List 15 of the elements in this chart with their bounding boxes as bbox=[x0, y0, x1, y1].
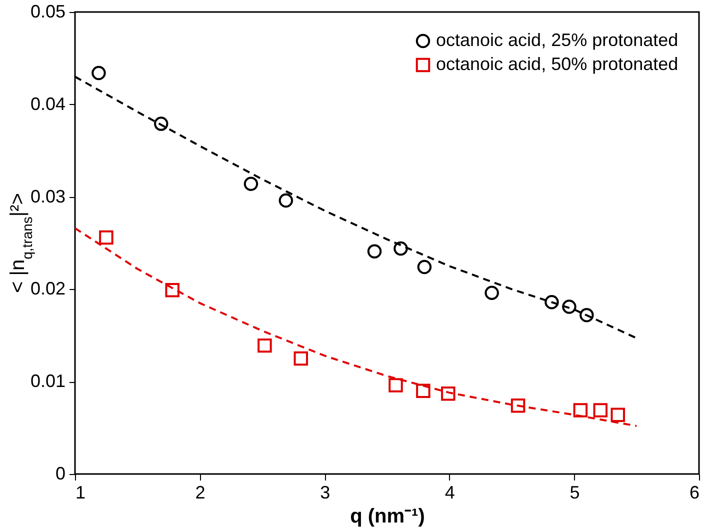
x-tick-label: 3 bbox=[320, 482, 330, 502]
line-series bbox=[75, 227, 638, 427]
x-tick-label: 1 bbox=[76, 482, 86, 502]
y-tick-label: 0.05 bbox=[30, 2, 66, 22]
y-tick-label: 0.01 bbox=[30, 371, 66, 392]
x-tick-label: 2 bbox=[195, 482, 206, 502]
legend-label: octanoic acid, 25% protonated bbox=[436, 30, 678, 50]
x-axis-title: q (nm⁻¹) bbox=[350, 506, 425, 528]
y-tick-label: 0.04 bbox=[30, 94, 66, 114]
y-tick-label: 0 bbox=[55, 464, 66, 484]
x-tick-label: 6 bbox=[689, 482, 700, 502]
legend-label: octanoic acid, 50% protonated bbox=[436, 54, 678, 74]
x-tick-label: 5 bbox=[570, 482, 580, 502]
x-tick-label: 4 bbox=[444, 482, 455, 502]
y-tick-label: 0.03 bbox=[30, 186, 66, 206]
